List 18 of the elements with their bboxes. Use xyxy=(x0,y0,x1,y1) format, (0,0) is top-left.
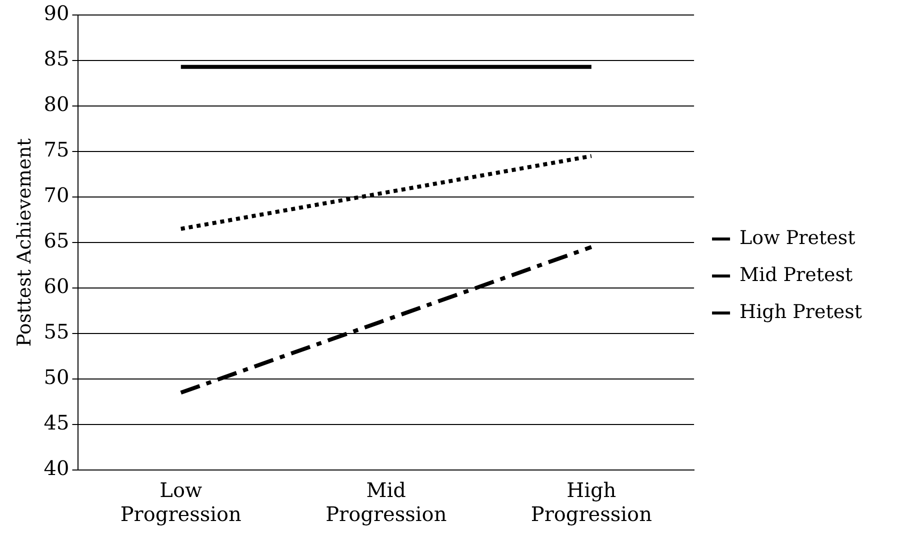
legend-label: Low Pretest xyxy=(740,226,856,249)
y-tick-label: 40 xyxy=(44,456,70,480)
y-tick-label: 80 xyxy=(44,92,70,116)
y-tick-label: 55 xyxy=(44,320,70,344)
x-tick-label: Mid Progression xyxy=(326,478,447,526)
y-axis-title: Posttest Achievement xyxy=(13,138,36,347)
y-tick-label: 75 xyxy=(44,138,70,162)
y-tick-label: 50 xyxy=(44,365,70,390)
y-tick-label: 70 xyxy=(44,183,70,208)
y-tick-label: 65 xyxy=(44,228,70,253)
y-tick-label: 60 xyxy=(44,274,70,298)
x-tick-label: High Progression xyxy=(530,478,652,526)
y-tick-label: 90 xyxy=(44,1,70,26)
legend-label: Mid Pretest xyxy=(740,264,854,286)
legend-label: High Pretest xyxy=(740,300,862,323)
y-tick-label: 45 xyxy=(44,410,70,435)
y-tick-label: 85 xyxy=(44,46,70,71)
x-tick-label: Low Progression xyxy=(120,478,242,526)
